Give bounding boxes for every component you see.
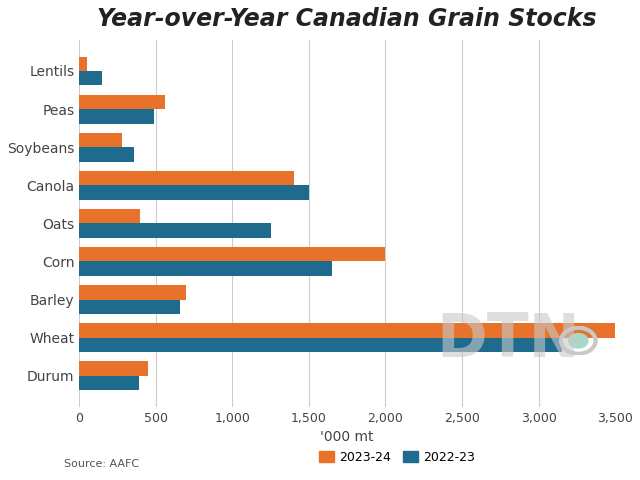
Bar <box>79 185 309 200</box>
Bar <box>79 323 615 337</box>
Circle shape <box>569 334 588 348</box>
Title: Year-over-Year Canadian Grain Stocks: Year-over-Year Canadian Grain Stocks <box>97 7 597 31</box>
X-axis label: '000 mt: '000 mt <box>321 430 374 444</box>
Bar <box>79 132 122 147</box>
Bar <box>79 71 102 85</box>
Bar <box>79 95 165 109</box>
Bar <box>79 285 186 300</box>
Bar <box>79 361 148 376</box>
Bar <box>79 209 140 223</box>
Bar <box>79 223 271 238</box>
Bar <box>79 247 385 262</box>
Bar <box>79 300 180 314</box>
Bar <box>79 262 332 276</box>
Bar <box>79 57 87 71</box>
Bar <box>79 109 154 123</box>
Bar <box>79 171 294 185</box>
Bar <box>79 147 134 162</box>
Text: Source: AAFC: Source: AAFC <box>64 459 139 469</box>
Text: DTN: DTN <box>436 311 580 370</box>
Bar <box>79 376 139 390</box>
Legend: 2023-24, 2022-23: 2023-24, 2022-23 <box>314 446 480 469</box>
Bar <box>79 337 561 352</box>
